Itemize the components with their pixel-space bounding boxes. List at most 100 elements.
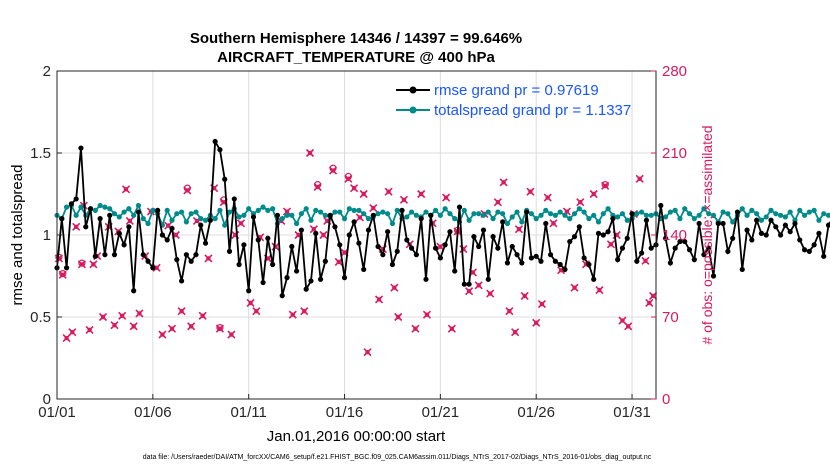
obs-x-center [73,224,79,229]
obs-x-center [321,232,326,238]
spread-point [739,206,745,212]
obs-x-center [290,312,295,317]
rmse-point [624,235,630,241]
rmse-point [485,276,491,282]
rmse-point [111,252,118,258]
obs-assimilated-point [493,198,502,207]
rmse-point [270,261,276,268]
spread-point [174,211,180,217]
obs-x-center [357,215,363,220]
rmse-point [145,258,151,264]
rmse-point [375,243,381,250]
rmse-point [332,224,338,230]
spread-point [576,206,582,212]
obs-assimilated-point [390,283,399,292]
rmse-point [102,252,108,258]
rmse-point [294,268,300,274]
obs-x-center [119,313,125,319]
chart-title-line1: Southern Hemisphere 14346 / 14397 = 99.6… [190,30,522,47]
obs-x-center [495,200,501,205]
rmse-point [327,212,333,218]
obs-assimilated-point [89,260,98,269]
rmse-point [825,222,830,228]
rmse-point [538,258,544,264]
spread-point [380,209,386,215]
left-axis-label: rmse and totalspread [9,165,26,306]
rmse-point [706,245,712,251]
obs-x-center [392,285,397,290]
spread-point [452,216,458,222]
spread-point [178,209,185,215]
rmse-point [265,235,271,241]
rmse-point [562,266,568,273]
obs-x-center [194,218,200,224]
rmse-point [739,266,745,273]
obs-possible-point [314,181,322,189]
spread-point [806,209,812,215]
spread-point [102,204,108,210]
rmse-point [313,230,319,236]
spread-point [404,214,410,220]
spread-point [763,214,769,220]
spread-point [571,211,578,217]
spread-point [552,212,558,218]
obs-assimilated-point [486,289,495,298]
obs-assimilated-point [576,198,585,207]
rmse-point [121,242,127,248]
rmse-point [504,260,511,266]
rmse-point [797,237,803,243]
spread-point [169,217,175,223]
spread-point [303,206,309,212]
spread-point [255,207,261,213]
obs-x-center [284,209,290,214]
rmse-point [605,229,611,235]
obs-x-center [376,297,382,302]
spread-point [643,212,650,218]
rmse-point [456,204,463,210]
legend: rmse grand pr = 0.97619 totalspread gran… [396,82,631,119]
obs-assimilated-point [319,230,328,240]
rmse-point [792,220,798,227]
spread-point [543,207,549,213]
rmse-point [87,206,94,212]
right-tick-label: 0 [662,391,670,408]
rmse-point [672,245,678,251]
rmse-point [801,247,808,253]
obs-assimilated-point [543,193,552,202]
rmse-point [78,145,84,151]
rmse-point [385,229,391,235]
obs-assimilated-point [204,254,213,263]
rmse-point [696,220,702,227]
rmse-point [452,268,458,274]
rmse-point [490,234,496,240]
obs-x-center [545,195,550,200]
spread-point [356,207,362,213]
rmse-point [816,230,822,236]
spread-point [413,212,419,218]
rmse-point [749,237,755,243]
rmse-point [236,261,242,268]
spread-point [116,214,122,220]
obs-x-center [127,218,133,224]
rmse-point [380,252,386,258]
spread-point [667,209,673,215]
spread-point [533,216,539,222]
left-tick-label: 1 [43,227,51,244]
obs-x-center [487,291,493,296]
rmse-point [725,248,731,254]
x-tick-label: 01/16 [326,404,364,421]
rmse-point [773,224,779,230]
rmse-point [648,245,654,251]
rmse-point [217,147,223,153]
rmse-point [159,232,166,238]
right-tick-label: 70 [662,309,679,326]
obs-x-center [70,330,75,335]
rmse-point [519,260,525,266]
obs-assimilated-point [635,174,644,183]
spread-point [183,219,189,225]
obs-x-center [248,300,253,306]
obs-possible-point [216,323,224,332]
spread-point [63,204,70,210]
rmse-point [107,212,113,218]
rmse-point [730,235,736,241]
